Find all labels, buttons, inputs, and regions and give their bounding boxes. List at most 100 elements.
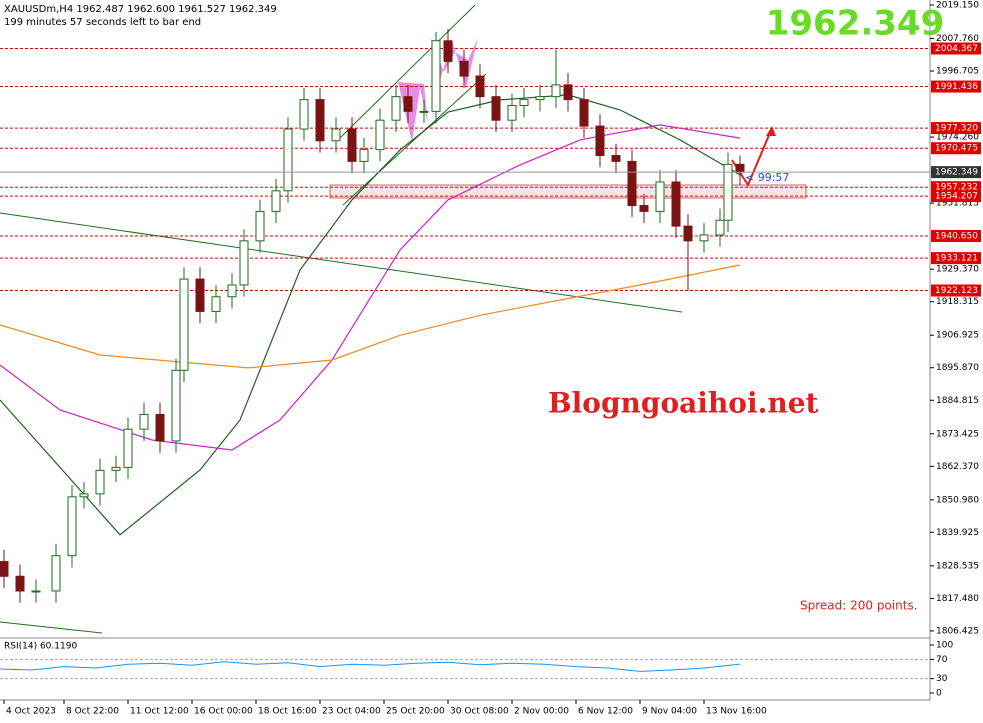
big-price: 1962.349 xyxy=(766,4,945,44)
countdown: < 99:57 xyxy=(745,171,789,184)
level-label-box xyxy=(931,42,981,55)
rsi-tick-label: 100 xyxy=(936,641,953,651)
level-label-box xyxy=(931,80,981,93)
candle-body xyxy=(611,155,621,162)
rsi-tick-label: 30 xyxy=(936,674,948,684)
candle-body xyxy=(0,561,9,577)
candle-body xyxy=(443,40,453,62)
candle-body xyxy=(239,240,249,286)
y-tick-label: 1895.870 xyxy=(936,363,979,373)
y-tick-label: 2019.150 xyxy=(936,1,979,11)
level-label: 1991.436 xyxy=(935,82,978,92)
candle-body xyxy=(419,110,429,113)
moving-average xyxy=(0,264,741,369)
candle-body xyxy=(715,219,725,236)
candle-body xyxy=(459,60,469,77)
price-label: 1962.349 xyxy=(935,168,978,178)
candle-body xyxy=(15,575,25,592)
y-tick-label: 1918.315 xyxy=(936,297,979,307)
y-tick-label: 1828.535 xyxy=(936,561,979,571)
candle-body xyxy=(655,181,665,212)
level-label: 2004.367 xyxy=(935,44,978,54)
candle-body xyxy=(491,96,501,121)
support-zone xyxy=(329,184,807,199)
candle-body xyxy=(171,369,181,442)
y-tick-label: 1951.815 xyxy=(936,199,979,209)
candle-body xyxy=(375,119,385,151)
y-tick-label: 1929.370 xyxy=(936,265,979,275)
x-tick-label: 18 Oct 16:00 xyxy=(258,707,317,717)
candle-body xyxy=(683,225,693,242)
arrow-head xyxy=(766,126,776,136)
level-label-box xyxy=(931,190,981,203)
candle-body xyxy=(51,555,61,592)
candle-body xyxy=(595,125,605,157)
candle-body xyxy=(391,96,401,121)
candle-body xyxy=(123,428,133,468)
x-tick-label: 30 Oct 08:00 xyxy=(450,707,509,717)
candle-body xyxy=(723,163,733,221)
symbol-line: XAUUSDm,H4 1962.487 1962.600 1961.527 19… xyxy=(4,4,277,15)
candle-body xyxy=(735,163,745,173)
y-tick-label: 1817.480 xyxy=(936,594,979,604)
candle-body xyxy=(95,469,105,495)
level-label: 1922.123 xyxy=(935,286,978,296)
level-label: 1940.650 xyxy=(935,231,978,241)
candle-body xyxy=(403,96,413,112)
watermark: Blogngoaihoi.net xyxy=(548,387,819,420)
x-tick-label: 11 Oct 12:00 xyxy=(130,707,189,717)
candle-body xyxy=(111,466,121,471)
level-label: 1954.207 xyxy=(935,192,978,202)
candle-body xyxy=(227,284,237,298)
candle-body xyxy=(347,128,357,162)
candle-body xyxy=(671,181,681,227)
timer-line: 199 minutes 57 seconds left to bar end xyxy=(4,17,201,28)
candle-body xyxy=(699,234,709,242)
x-tick-label: 6 Nov 12:00 xyxy=(578,707,633,717)
candle-body xyxy=(563,84,573,101)
channel-line xyxy=(339,4,476,139)
moving-average xyxy=(0,124,741,451)
candle-body xyxy=(507,104,517,121)
candle-body xyxy=(331,128,341,142)
level-label: 1933.121 xyxy=(935,254,978,264)
candle-body xyxy=(299,99,309,130)
price-label-box xyxy=(931,166,981,179)
candle-body xyxy=(475,75,485,98)
trend-line xyxy=(0,621,103,634)
candle-body xyxy=(79,493,89,498)
candle-body xyxy=(271,190,281,212)
candle-body xyxy=(519,99,529,106)
rsi-tick-label: 0 xyxy=(936,689,942,699)
rsi-line xyxy=(0,661,741,672)
level-label-box xyxy=(931,252,981,265)
x-tick-label: 8 Oct 22:00 xyxy=(66,707,119,717)
y-tick-label: 1906.925 xyxy=(936,331,979,341)
trend-line xyxy=(0,212,683,313)
candle-body xyxy=(283,128,293,192)
candle-body xyxy=(255,210,265,242)
y-tick-label: 1974.260 xyxy=(936,133,979,143)
candle-body xyxy=(535,96,545,101)
level-label-box xyxy=(931,142,981,155)
x-tick-label: 23 Oct 04:00 xyxy=(322,707,381,717)
y-tick-label: 1996.705 xyxy=(936,67,979,77)
x-tick-label: 25 Oct 20:00 xyxy=(386,707,445,717)
y-tick-label: 1839.925 xyxy=(936,528,979,538)
level-label-box xyxy=(931,122,981,135)
candle-body xyxy=(31,590,41,593)
candle-body xyxy=(155,413,165,442)
candle-body xyxy=(139,413,149,430)
y-tick-label: 1873.425 xyxy=(936,429,979,439)
x-tick-label: 16 Oct 00:00 xyxy=(194,707,253,717)
rsi-title: RSI(14) 60.1190 xyxy=(4,642,77,652)
y-tick-label: 1850.980 xyxy=(936,495,979,505)
x-tick-label: 9 Nov 04:00 xyxy=(642,707,697,717)
candle-body xyxy=(67,496,77,557)
candle-body xyxy=(639,205,649,212)
x-tick-label: 4 Oct 2023 xyxy=(6,707,56,717)
level-label: 1977.320 xyxy=(935,124,978,134)
y-tick-label: 1806.425 xyxy=(936,626,979,636)
level-label: 1970.475 xyxy=(935,144,978,154)
